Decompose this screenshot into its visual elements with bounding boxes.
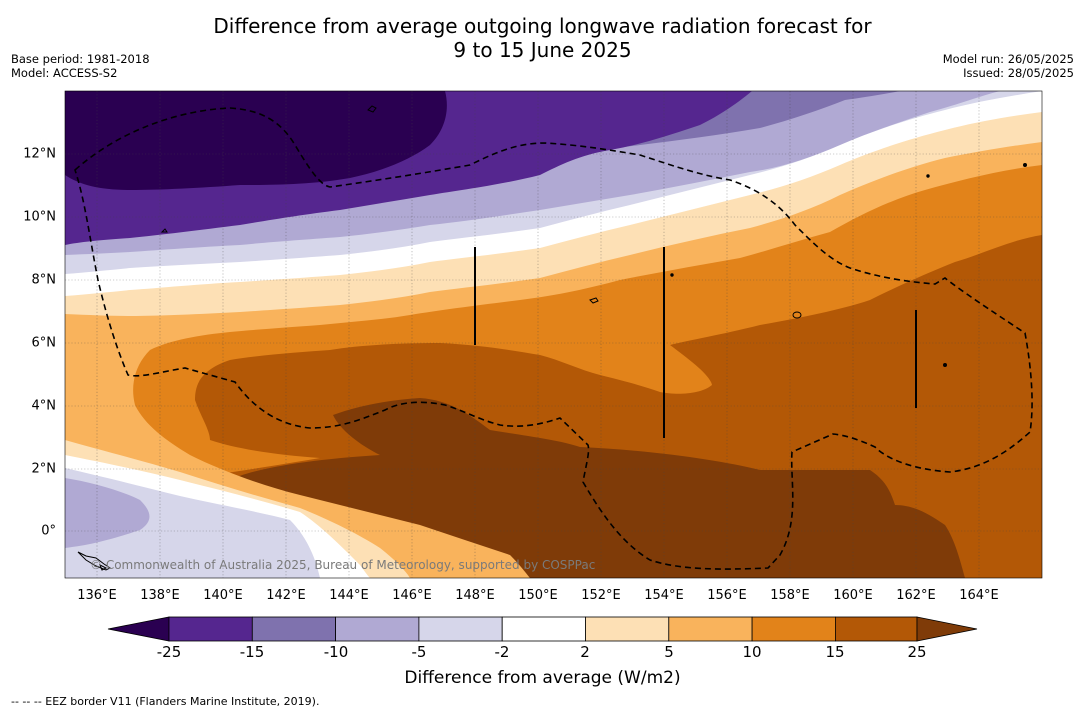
colorbar-tick-label: 15 <box>825 643 845 661</box>
y-tick-label: 12°N <box>23 146 56 162</box>
map-plot <box>65 91 1042 578</box>
y-tick-label: 0° <box>41 523 56 539</box>
y-tick-label: 8°N <box>31 272 57 288</box>
x-tick-label: 162°E <box>896 588 936 603</box>
meta-left: Base period: 1981-2018 Model: ACCESS-S2 <box>11 52 150 80</box>
colorbar-extend-low <box>107 616 170 642</box>
x-tick-label: 138°E <box>140 588 180 603</box>
x-tick-label: 140°E <box>203 588 243 603</box>
colorbar-bin-9 <box>835 616 918 642</box>
marker-lines <box>474 247 917 438</box>
colorbar-bin-2 <box>251 616 337 642</box>
meta-right: Model run: 26/05/2025 Issued: 28/05/2025 <box>943 52 1074 80</box>
x-tick-label: 148°E <box>455 588 495 603</box>
title-line-1: Difference from average outgoing longwav… <box>213 14 872 38</box>
colorbar-tick-label: -15 <box>239 643 265 661</box>
colorbar-bin-3 <box>335 616 420 642</box>
x-tick-label: 154°E <box>644 588 684 603</box>
x-tick-label: 158°E <box>770 588 810 603</box>
colorbar-tick-label: -2 <box>494 643 510 661</box>
colorbar-label: Difference from average (W/m2) <box>404 668 681 688</box>
y-tick-label: 4°N <box>31 398 57 414</box>
x-tick-label: 160°E <box>833 588 873 603</box>
colorbar-extend-high <box>916 616 978 642</box>
colorbar-bin-8 <box>751 616 836 642</box>
colorbar-bin-6 <box>585 616 670 642</box>
colorbar-tick-label: -25 <box>156 643 182 661</box>
x-tick-label: 150°E <box>518 588 558 603</box>
model-name: Model: ACCESS-S2 <box>11 66 118 80</box>
x-tick-label: 156°E <box>707 588 747 603</box>
issued-date: Issued: 28/05/2025 <box>963 66 1074 80</box>
colorbar-tick-label: -10 <box>323 643 349 661</box>
y-tick-label: 10°N <box>23 209 56 225</box>
colorbar-bin-7 <box>668 616 753 642</box>
x-tick-label: 152°E <box>581 588 621 603</box>
x-tick-label: 136°E <box>77 588 117 603</box>
colorbar-tick-label: 10 <box>742 643 762 661</box>
x-tick-label: 146°E <box>392 588 432 603</box>
colorbar-bin-1 <box>168 616 253 642</box>
y-tick-label: 6°N <box>31 335 57 351</box>
colorbar-tick-label: 5 <box>664 643 674 661</box>
colorbar-tick-label: -5 <box>411 643 427 661</box>
base-period: Base period: 1981-2018 <box>11 52 150 66</box>
colorbar-tick-label: 25 <box>907 643 927 661</box>
x-tick-label: 164°E <box>959 588 999 603</box>
colorbar <box>107 616 978 642</box>
copyright-notice: © Commonwealth of Australia 2025, Bureau… <box>90 558 596 572</box>
x-tick-label: 142°E <box>266 588 306 603</box>
eez-footnote: -- -- -- EEZ border V11 (Flanders Marine… <box>11 695 320 708</box>
model-run: Model run: 26/05/2025 <box>942 52 1074 66</box>
map-frame <box>64 90 1043 579</box>
colorbar-tick-label: 2 <box>580 643 590 661</box>
title-line-2: 9 to 15 June 2025 <box>453 38 632 62</box>
band-below-minus25 <box>65 91 447 190</box>
colorbar-bin-5 <box>501 616 586 642</box>
eez-border <box>74 107 1033 570</box>
colorbar-bin-4 <box>418 616 503 642</box>
x-tick-label: 144°E <box>329 588 369 603</box>
map-title: Difference from average outgoing longwav… <box>0 14 1085 62</box>
islands <box>77 105 1027 571</box>
y-tick-label: 2°N <box>31 461 57 477</box>
